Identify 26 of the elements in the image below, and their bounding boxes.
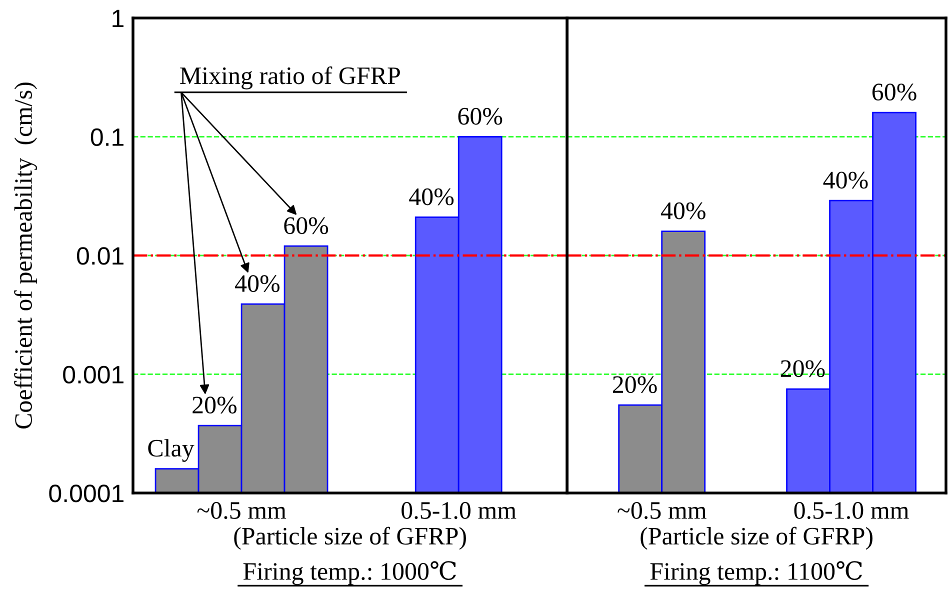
series-label: Clay: [148, 439, 194, 462]
x-axis-title: (Particle size of GFRP): [234, 526, 466, 550]
annotation: Mixing ratio of GFRP: [180, 66, 400, 90]
x-tick-label: ~0.5 mm: [618, 502, 706, 520]
y-tick-label: 0.1: [90, 128, 124, 146]
text: 40%: [409, 188, 454, 206]
x-tick-label: 0.5-1.0 mm: [794, 502, 909, 520]
x-tick-label: ~0.5 mm: [197, 502, 286, 520]
text: Firing temp.: 1100℃: [650, 561, 862, 586]
y-tick-label: 0.01: [76, 247, 124, 265]
y-tick-label: 0.0001: [49, 484, 124, 502]
series-label: 60%: [872, 84, 916, 101]
x-axis-title: (Particle size of GFRP): [640, 526, 872, 550]
series-label: 20%: [612, 376, 657, 394]
text: 60%: [458, 108, 502, 125]
text: 20%: [780, 360, 825, 378]
y-tick-label: 1: [112, 10, 124, 28]
series-label: 40%: [823, 172, 868, 189]
series-label: 60%: [284, 217, 328, 234]
series-label: 20%: [192, 396, 237, 414]
y-tick-label: 0.001: [63, 366, 124, 384]
y-axis-title: Coefficient of permeability (cm/s): [14, 82, 38, 428]
text: 40%: [660, 202, 706, 220]
x-tick-label: 0.5-1.0 mm: [402, 502, 516, 520]
series-label: 40%: [235, 275, 280, 292]
text: Firing temp.: 1000℃: [243, 561, 456, 586]
